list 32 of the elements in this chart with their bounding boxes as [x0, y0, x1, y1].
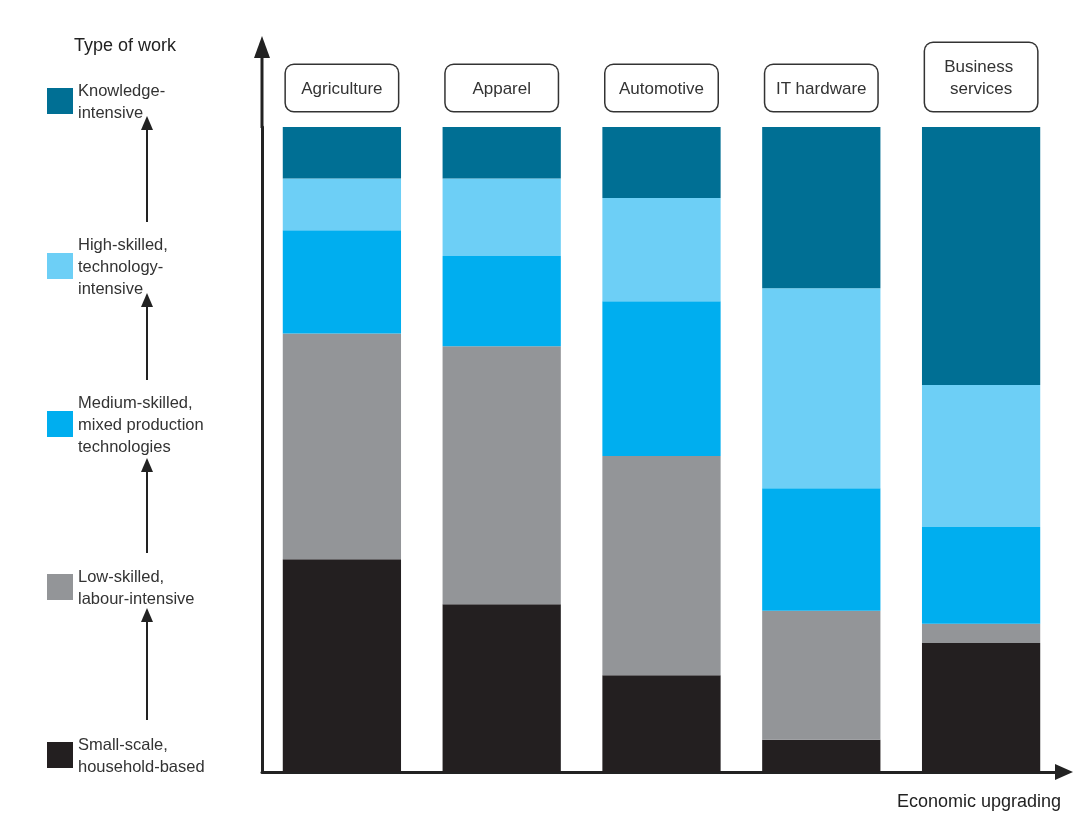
bar	[602, 197, 721, 302]
legend-label: Low-skilled, labour-intensive	[78, 567, 195, 607]
bar	[921, 526, 1041, 624]
legend-title: Type of work	[74, 35, 178, 55]
bar	[602, 301, 721, 456]
bar	[282, 127, 402, 179]
x-axis-title: Economic upgrading	[896, 791, 1062, 811]
legend-label: Medium-skilled, mixed production technologies	[78, 393, 204, 455]
bar	[442, 256, 561, 347]
x-tick-label: Agriculture	[301, 78, 383, 98]
bar	[442, 127, 561, 179]
bar	[282, 178, 402, 231]
legend-label: Knowledge-intensive	[78, 81, 166, 121]
bar	[921, 623, 1041, 643]
bar	[442, 178, 561, 256]
bar	[282, 230, 402, 334]
bar	[602, 455, 721, 676]
bar	[921, 127, 1041, 385]
bar	[921, 385, 1041, 527]
x-tick-label: IT hardware	[776, 78, 867, 98]
bar	[442, 346, 561, 605]
bar	[762, 127, 881, 289]
bar	[282, 333, 402, 560]
x-tick-label: Business services	[944, 56, 1018, 98]
legend-label: High-skilled, technology-intensive	[78, 235, 168, 297]
x-tick-label: Automotive	[618, 78, 705, 98]
bar	[762, 488, 881, 611]
bar	[762, 288, 881, 489]
bar	[602, 127, 721, 198]
legend-label: Small-scale, household-based	[78, 735, 205, 775]
bar	[762, 610, 881, 740]
x-tick-label: Apparel	[472, 78, 531, 98]
